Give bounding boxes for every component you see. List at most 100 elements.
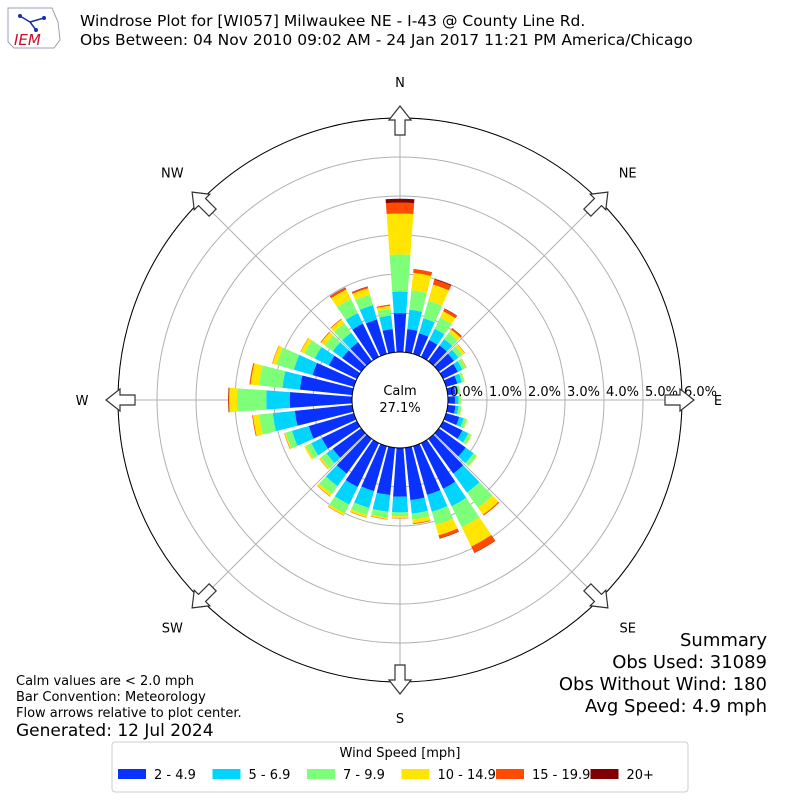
- wind-bar-segment: [352, 288, 370, 300]
- wind-bar-segment: [460, 372, 465, 382]
- arrow-icon: [582, 582, 609, 609]
- wind-bar-segment: [372, 492, 391, 512]
- wind-bar-segment: [291, 425, 314, 446]
- wind-bar-segment: [330, 318, 342, 329]
- summary-title: Summary: [680, 630, 767, 651]
- wind-bar-segment: [419, 318, 435, 337]
- wind-bar-segment: [370, 516, 388, 520]
- wind-bar-segment: [386, 213, 414, 255]
- wind-bar-segment: [320, 332, 334, 346]
- wind-bar-segment: [382, 328, 396, 354]
- wind-bar-segment: [326, 448, 341, 464]
- wind-bar-segment: [420, 339, 438, 361]
- wind-bar-segment: [350, 342, 372, 366]
- wind-bar-segment: [444, 308, 458, 317]
- calm-label: Calm: [383, 384, 416, 399]
- wind-bar-segment: [460, 395, 462, 405]
- wind-bar-segment: [420, 439, 456, 489]
- radial-tick-labels: 0.0% 1.0% 2.0% 3.0% 4.0% 5.0% 6.0%: [450, 385, 717, 400]
- wind-bar-segment: [352, 323, 380, 361]
- wind-bar-segment: [334, 323, 352, 341]
- chart-title: Windrose Plot for [WI057] Milwaukee NE -…: [80, 12, 585, 30]
- wind-bar-segment: [409, 290, 427, 312]
- legend-swatch: [590, 769, 619, 779]
- wind-bar-segment: [483, 501, 500, 516]
- wind-bar-segment: [324, 335, 341, 352]
- compass-label-sw: SW: [162, 622, 183, 637]
- wind-bar-segment: [259, 413, 276, 435]
- arrow-icon: [387, 105, 413, 136]
- wind-bar-segment: [391, 515, 409, 519]
- legend-swatch: [212, 769, 241, 779]
- wind-bar-segment: [413, 333, 429, 357]
- radial-tick-label: 2.0%: [528, 385, 561, 400]
- wind-bar-segment: [467, 482, 493, 508]
- wind-bar-segment: [249, 363, 255, 385]
- wind-bar-segment: [284, 432, 292, 450]
- wind-bar-segment: [393, 313, 407, 353]
- wind-bar-segment: [304, 445, 314, 460]
- wind-bar-segment: [330, 319, 345, 332]
- wind-bar-segment: [349, 511, 367, 518]
- wind-bar-segment: [312, 362, 357, 387]
- summary-obs-without-wind: Obs Without Wind: 180: [559, 674, 767, 695]
- flow-arrow: [582, 582, 609, 609]
- wind-bar-segment: [457, 430, 469, 443]
- arrow-icon: [582, 191, 609, 218]
- wind-bar-segment: [451, 327, 462, 337]
- grid-spoke: [200, 433, 367, 600]
- chart-subtitle: Obs Between: 04 Nov 2010 09:02 AM - 24 J…: [80, 31, 693, 49]
- wind-bar-segment: [443, 481, 467, 507]
- wind-bar-segment: [316, 485, 331, 497]
- legend-swatch: [496, 769, 524, 779]
- wind-bar-segment: [331, 289, 351, 307]
- legend-label: 5 - 6.9: [249, 768, 291, 783]
- wind-bar-segment: [458, 385, 461, 394]
- wind-bar-segment: [345, 439, 380, 488]
- flow-arrow: [664, 387, 695, 413]
- wind-bar-segment: [413, 443, 441, 495]
- wind-bar-segment: [440, 311, 456, 325]
- wind-bar-segment: [370, 514, 388, 520]
- wind-bar-segment: [334, 480, 358, 505]
- wind-bar-segment: [350, 509, 368, 518]
- flow-arrow: [105, 387, 136, 413]
- flow-arrow: [191, 191, 218, 218]
- compass-label-s: S: [396, 712, 404, 727]
- wind-bar-segment: [329, 287, 346, 297]
- wind-bar-segment: [377, 308, 392, 318]
- wind-bar-segment: [453, 465, 480, 493]
- wind-bar-segment: [351, 286, 369, 294]
- generated-date: Generated: 12 Jul 2024: [16, 721, 214, 741]
- compass-labels: N NE E SE S SW W NW: [76, 76, 723, 727]
- radial-tick-label: 4.0%: [606, 385, 639, 400]
- wind-bar-segment: [434, 428, 466, 457]
- wind-bar-segment: [391, 517, 409, 519]
- wind-bar-segment: [379, 315, 393, 331]
- wind-bar-segment: [305, 443, 319, 459]
- wind-bar-segment: [308, 413, 357, 439]
- radial-tick-label: 6.0%: [684, 385, 717, 400]
- wind-bar-segment: [412, 516, 431, 524]
- wind-bar-segment: [435, 518, 458, 536]
- wind-bar-segment: [332, 342, 349, 359]
- wind-bar-segment: [451, 346, 463, 358]
- wind-bar-segment: [320, 331, 330, 343]
- compass-label-ne: NE: [619, 166, 637, 181]
- wind-bar-segment: [446, 404, 456, 414]
- wind-bar-segment: [361, 443, 387, 492]
- wind-bar-segment: [317, 483, 332, 497]
- radial-tick-label: 0.0%: [450, 385, 483, 400]
- flow-arrow: [387, 105, 413, 136]
- wind-bar-segment: [474, 540, 496, 553]
- wind-bar-segment: [250, 363, 263, 386]
- legend-label: 20+: [627, 768, 654, 783]
- calm-center: Calm 27.1%: [351, 351, 449, 449]
- wind-bar-segment: [332, 428, 366, 458]
- arrow-icon: [191, 582, 218, 609]
- legend-label: 2 - 4.9: [154, 768, 196, 783]
- wind-bar-segment: [385, 202, 415, 215]
- wind-bar-segment: [447, 396, 456, 404]
- legend-items: 2 - 4.9 5 - 6.9 7 - 9.9 10 - 14.9 15 - 19.9 2…: [118, 768, 654, 783]
- wind-bar-segment: [371, 508, 389, 518]
